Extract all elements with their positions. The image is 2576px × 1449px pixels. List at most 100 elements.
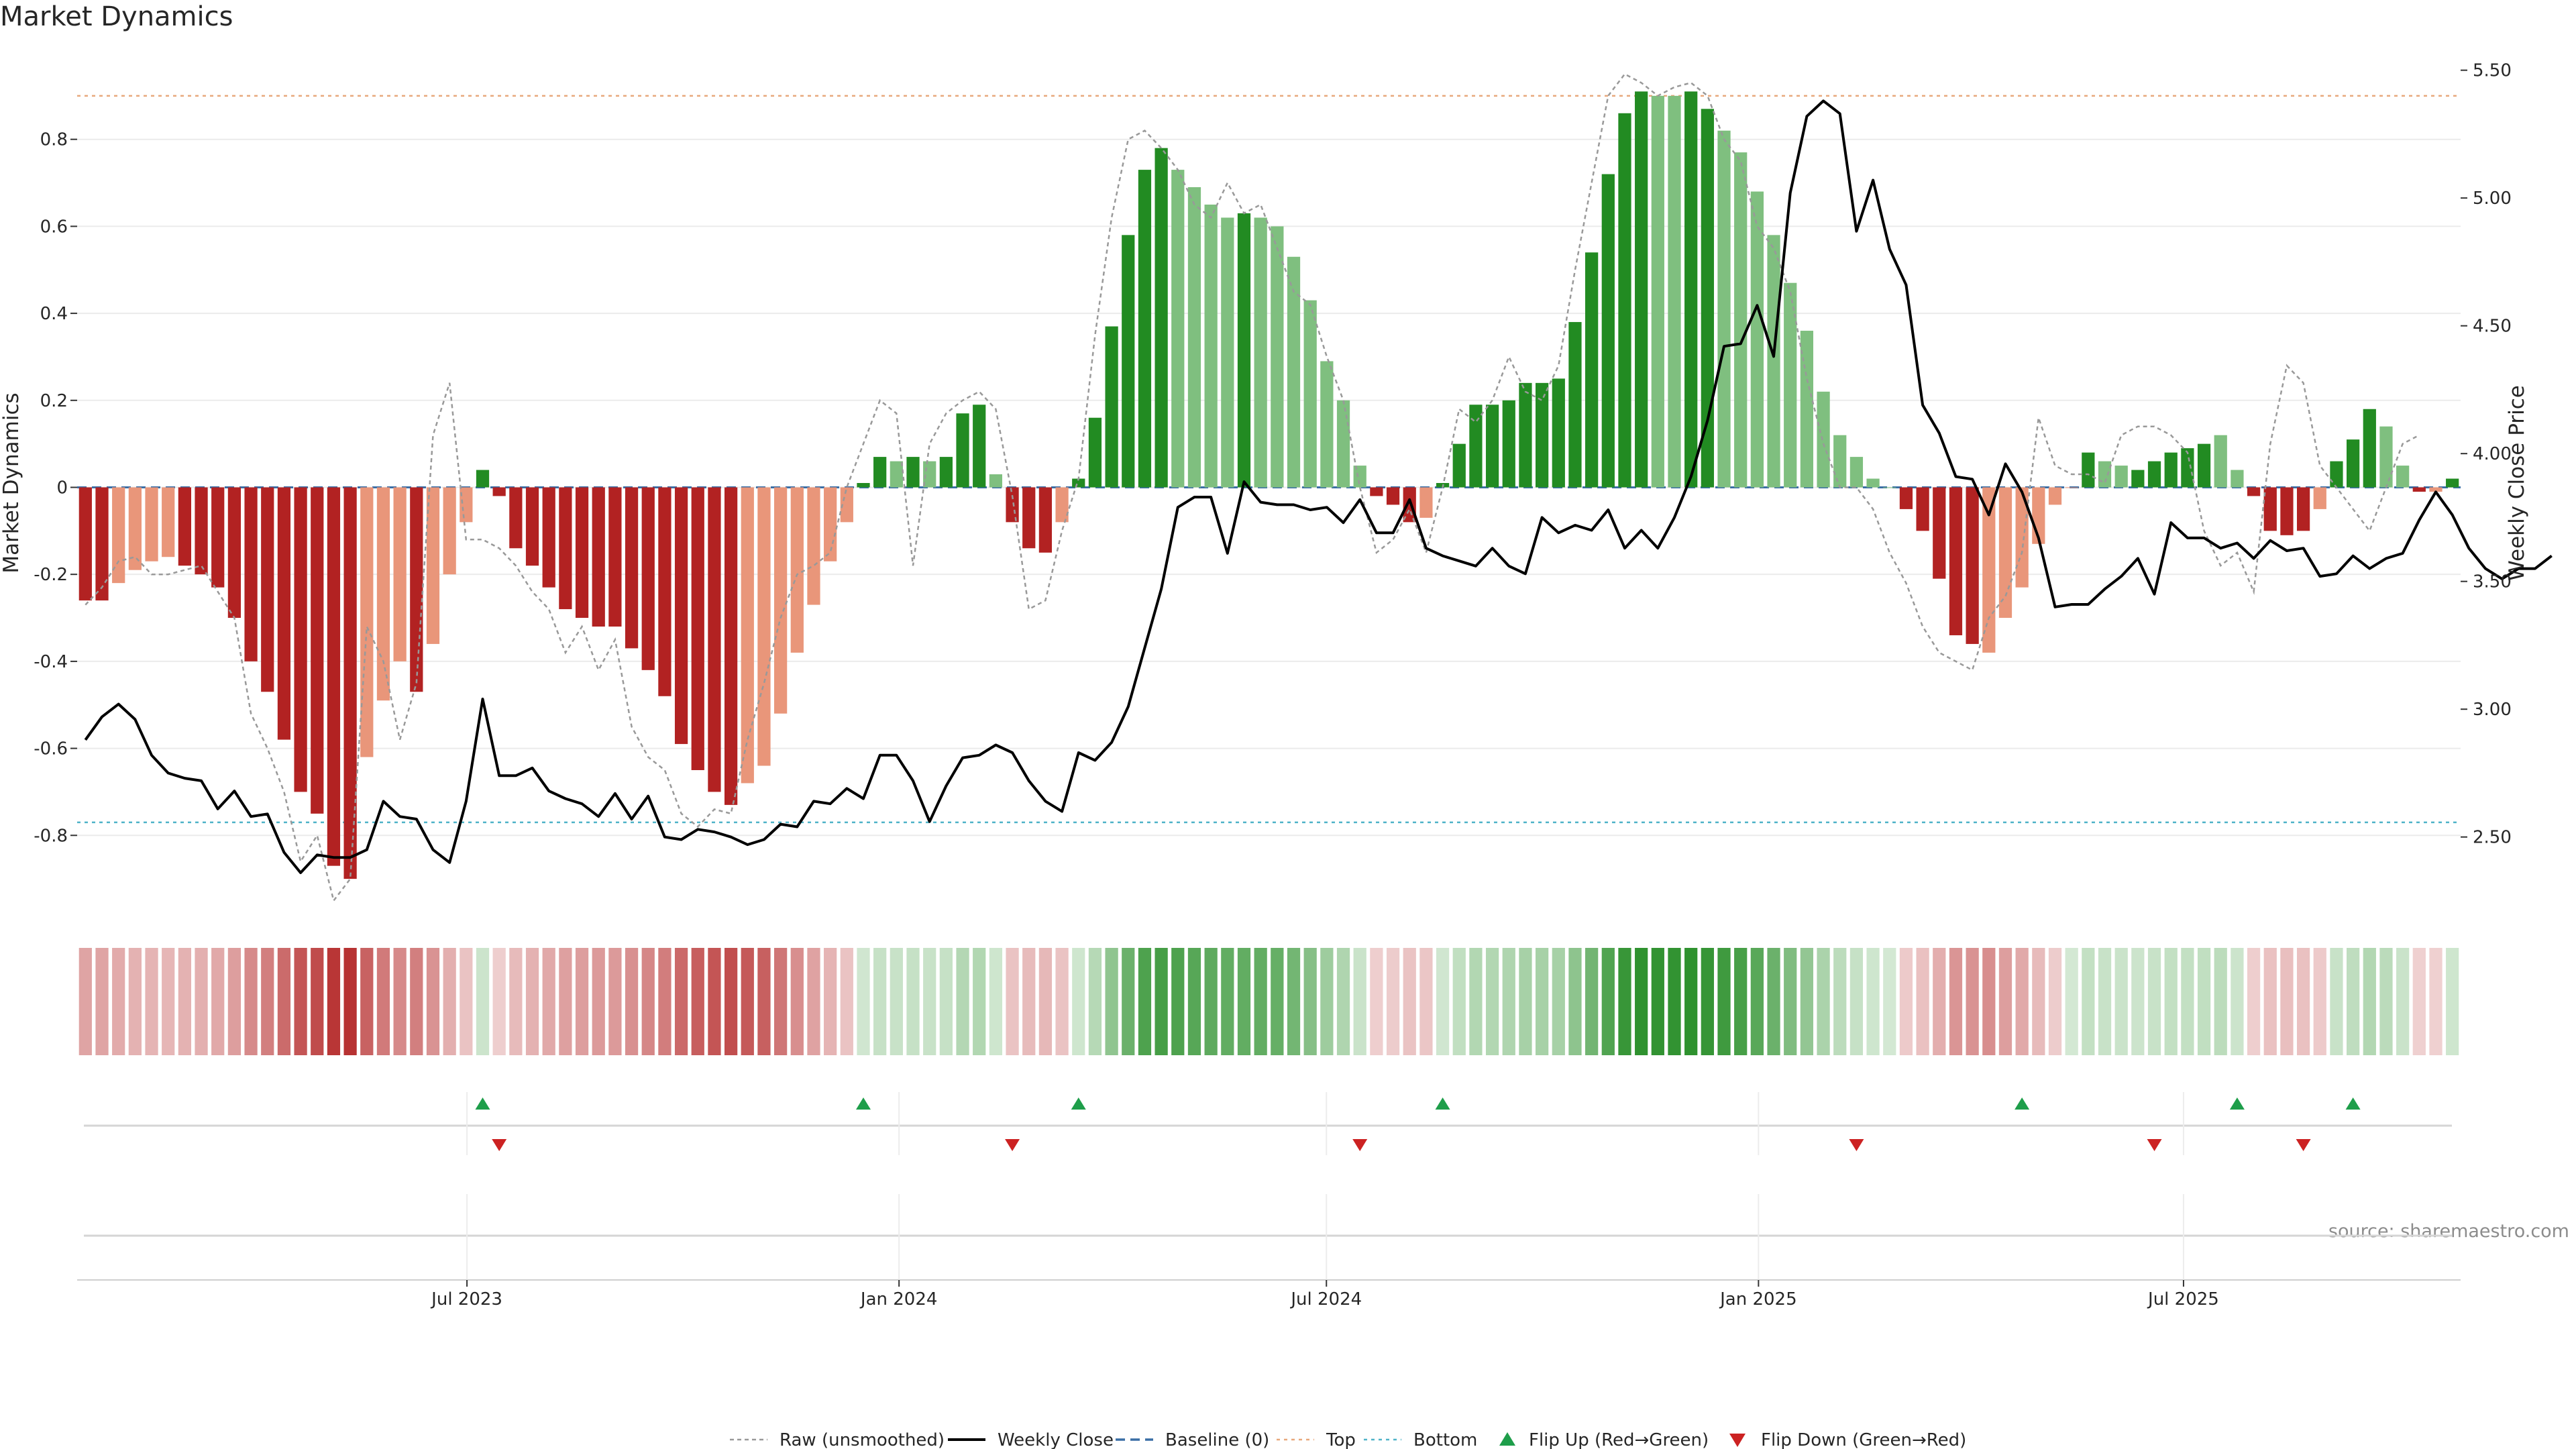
x-tick-label: Jan 2025 bbox=[1719, 1289, 1797, 1309]
x-axis: Jul 2023 Jan 2024 Jul 2024 Jan 2025 Jul 2025 bbox=[77, 1092, 2461, 1309]
dynamics-bar bbox=[1750, 191, 1764, 488]
regime-cell bbox=[1271, 948, 1284, 1055]
flip-down-marker bbox=[1352, 1139, 1368, 1151]
dynamics-bar bbox=[1817, 391, 1830, 488]
regime-cell bbox=[1949, 948, 1963, 1055]
regime-cell bbox=[1469, 948, 1483, 1055]
regime-cell bbox=[2396, 948, 2410, 1055]
regime-cell bbox=[525, 948, 539, 1055]
dynamics-bar bbox=[1452, 443, 1466, 488]
dynamics-bar bbox=[1022, 487, 1036, 549]
dynamics-bar bbox=[1849, 457, 1864, 488]
dynamics-bar bbox=[923, 461, 936, 488]
dynamics-bar bbox=[2164, 452, 2178, 488]
regime-cell bbox=[906, 948, 920, 1055]
legend: Raw (unsmoothed) Weekly Close Baseline (0)… bbox=[730, 1430, 1966, 1449]
regime-cell bbox=[724, 948, 738, 1055]
dynamics-bar bbox=[2296, 487, 2310, 531]
regime-cell bbox=[277, 948, 291, 1055]
dynamics-bar bbox=[741, 487, 754, 784]
regime-cell bbox=[1419, 948, 1433, 1055]
dynamics-bar bbox=[1303, 300, 1317, 488]
dynamics-bar bbox=[525, 487, 539, 566]
dynamics-bar bbox=[1866, 478, 1880, 488]
regime-cell bbox=[1601, 948, 1615, 1055]
regime-cell bbox=[2263, 948, 2277, 1055]
dynamics-bar bbox=[1138, 170, 1152, 488]
left-tick-label: 0.4 bbox=[40, 304, 68, 324]
dynamics-bar bbox=[1966, 487, 1979, 644]
flip-down-marker bbox=[492, 1139, 507, 1151]
dynamics-bar bbox=[1899, 487, 1913, 509]
regime-cell bbox=[890, 948, 903, 1055]
dynamics-bar bbox=[857, 483, 870, 488]
dynamics-bar bbox=[2131, 470, 2145, 488]
regime-cell bbox=[145, 948, 158, 1055]
left-tick-label: -0.2 bbox=[34, 565, 68, 585]
regime-cell bbox=[376, 948, 390, 1055]
right-tick-label: 3.50 bbox=[2473, 572, 2512, 592]
dynamics-bar bbox=[145, 487, 158, 561]
dynamics-bar bbox=[244, 487, 258, 661]
dynamics-bar bbox=[1320, 361, 1334, 488]
regime-cell bbox=[1187, 948, 1201, 1055]
axes-group: -0.8 -0.6 -0.4 -0.2 0 0.2 0.4 0.6 0.8 2.50 3.00 3.5… bbox=[0, 61, 2529, 848]
dynamics-bar bbox=[492, 487, 506, 496]
regime-cell bbox=[211, 948, 225, 1055]
flip-down-marker bbox=[2147, 1139, 2162, 1151]
dynamics-bar bbox=[2214, 435, 2227, 488]
dynamics-bar bbox=[2015, 487, 2029, 588]
regime-cell bbox=[641, 948, 655, 1055]
dynamics-bar bbox=[393, 487, 407, 661]
dynamics-bar bbox=[1519, 382, 1532, 488]
regime-cell bbox=[393, 948, 407, 1055]
dynamics-bar bbox=[95, 487, 109, 601]
dynamics-bar bbox=[1469, 405, 1483, 488]
dynamics-bar bbox=[360, 487, 374, 757]
dynamics-bar bbox=[1485, 405, 1499, 488]
dynamics-bar bbox=[1618, 113, 1631, 488]
left-tick-label: 0.8 bbox=[40, 130, 68, 150]
regime-cell bbox=[973, 948, 986, 1055]
regime-cell bbox=[476, 948, 490, 1055]
dynamics-bar bbox=[691, 487, 704, 770]
dynamics-bar bbox=[890, 461, 903, 488]
regime-cell bbox=[162, 948, 175, 1055]
dynamics-bar bbox=[542, 487, 555, 588]
dynamics-bar bbox=[1155, 148, 1168, 488]
regime-cell bbox=[1138, 948, 1152, 1055]
dynamics-bar bbox=[2181, 448, 2194, 488]
left-tick-label: 0.6 bbox=[40, 217, 68, 237]
flip-up-marker bbox=[1071, 1097, 1086, 1110]
regime-cell bbox=[1336, 948, 1350, 1055]
flip-up-marker bbox=[2229, 1097, 2245, 1110]
dynamics-bar bbox=[1568, 322, 1582, 488]
dynamics-bar bbox=[1055, 487, 1069, 523]
regime-cell bbox=[2214, 948, 2227, 1055]
regime-cell bbox=[774, 948, 788, 1055]
regime-cell bbox=[1866, 948, 1880, 1055]
x-tick-label: Jul 2025 bbox=[2147, 1289, 2219, 1309]
dynamics-bar bbox=[1933, 487, 1946, 579]
regime-cell bbox=[443, 948, 456, 1055]
regime-cell bbox=[2131, 948, 2145, 1055]
dynamics-bar bbox=[2231, 470, 2244, 488]
regime-cell bbox=[757, 948, 771, 1055]
regime-cell bbox=[2231, 948, 2244, 1055]
dynamics-bar bbox=[1701, 109, 1714, 488]
dynamics-bar bbox=[724, 487, 738, 805]
dynamics-bar bbox=[2396, 466, 2410, 488]
raw-line-group bbox=[85, 72, 2420, 903]
regime-cell bbox=[1254, 948, 1267, 1055]
regime-cell bbox=[1817, 948, 1830, 1055]
regime-cell bbox=[691, 948, 704, 1055]
regime-cell bbox=[2181, 948, 2194, 1055]
regime-cell bbox=[2197, 948, 2211, 1055]
regime-cell bbox=[227, 948, 241, 1055]
regime-cell bbox=[1982, 948, 1996, 1055]
dynamics-bar bbox=[1221, 217, 1234, 488]
dynamics-bar bbox=[674, 487, 688, 745]
regime-cell bbox=[923, 948, 936, 1055]
dynamics-bar bbox=[1535, 382, 1549, 488]
regime-cell bbox=[1668, 948, 1681, 1055]
